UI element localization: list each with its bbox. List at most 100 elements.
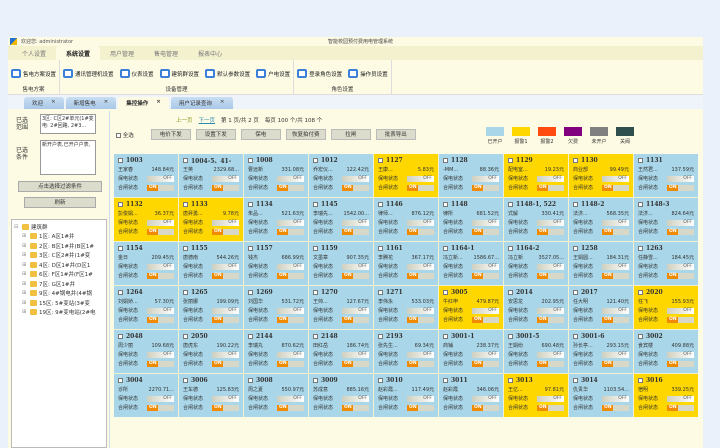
meter-cell[interactable]: 1148 律所 681.52元 保电状态 OFF 合闸状态 ON bbox=[439, 198, 503, 241]
meter-checkbox[interactable] bbox=[118, 202, 123, 207]
power-keep-toggle[interactable]: OFF bbox=[342, 175, 369, 182]
meter-cell[interactable]: 1148-2 法济... 568.35元 保电状态 OFF 合闸状态 ON bbox=[569, 198, 633, 241]
switch-toggle[interactable]: ON bbox=[602, 404, 629, 411]
switch-toggle[interactable]: ON bbox=[407, 404, 434, 411]
power-keep-toggle[interactable]: OFF bbox=[342, 263, 369, 270]
switch-toggle[interactable]: ON bbox=[602, 316, 629, 323]
power-keep-toggle[interactable]: OFF bbox=[667, 307, 694, 314]
expand-icon[interactable]: ⊞ bbox=[22, 271, 27, 278]
meter-cell[interactable]: 1157 钱杰 686.99元 保电状态 OFF 合闸状态 ON bbox=[244, 242, 308, 285]
ribbon-button[interactable]: 操作员设置 bbox=[348, 69, 388, 78]
power-keep-toggle[interactable]: OFF bbox=[277, 175, 304, 182]
tree-node[interactable]: ⊞ 6区: F区1#井(F区1# bbox=[14, 270, 104, 280]
power-keep-toggle[interactable]: OFF bbox=[537, 219, 564, 226]
meter-checkbox[interactable] bbox=[313, 378, 318, 383]
meter-checkbox[interactable] bbox=[638, 290, 643, 295]
power-keep-toggle[interactable]: OFF bbox=[407, 219, 434, 226]
power-keep-toggle[interactable]: OFF bbox=[147, 175, 174, 182]
meter-cell[interactable]: 1148-3 法济... 824.64元 保电状态 OFF 合闸状态 ON bbox=[634, 198, 698, 241]
switch-toggle[interactable]: ON bbox=[472, 184, 499, 191]
meter-checkbox[interactable] bbox=[573, 290, 578, 295]
power-keep-toggle[interactable]: OFF bbox=[537, 175, 564, 182]
switch-toggle[interactable]: ON bbox=[147, 316, 174, 323]
meter-checkbox[interactable] bbox=[378, 334, 383, 339]
switch-toggle[interactable]: ON bbox=[667, 228, 694, 235]
meter-cell[interactable]: 1164-2 冯立新 3527.05... 保电状态 OFF 合闸状态 ON bbox=[504, 242, 568, 285]
toolbar-button[interactable]: 恢复拍付费 bbox=[285, 129, 326, 140]
meter-checkbox[interactable] bbox=[313, 334, 318, 339]
tree-node[interactable]: ⊞ 19区: 9#变电站(2#电 bbox=[14, 308, 104, 318]
meter-checkbox[interactable] bbox=[183, 246, 188, 251]
meter-checkbox[interactable] bbox=[378, 290, 383, 295]
meter-cell[interactable]: 1146 律师... 876.12元 保电状态 OFF 合闸状态 ON bbox=[374, 198, 438, 241]
switch-toggle[interactable]: ON bbox=[537, 228, 564, 235]
meter-cell[interactable]: 1161 李腾花 367.17元 保电状态 OFF 合闸状态 ON bbox=[374, 242, 438, 285]
range-textarea[interactable]: 3区: C区2#单元(1#变电: 2#回路, 2#3... bbox=[40, 114, 96, 134]
power-keep-toggle[interactable]: OFF bbox=[147, 395, 174, 402]
switch-toggle[interactable]: ON bbox=[342, 316, 369, 323]
meter-cell[interactable]: 1155 唐德南 544.26元 保电状态 OFF 合闸状态 ON bbox=[179, 242, 243, 285]
meter-checkbox[interactable] bbox=[378, 378, 383, 383]
meter-cell[interactable]: 1129 配电室... 19.23元 保电状态 OFF 合闸状态 ON bbox=[504, 154, 568, 197]
switch-toggle[interactable]: ON bbox=[472, 272, 499, 279]
meter-checkbox[interactable] bbox=[638, 158, 643, 163]
ribbon-button[interactable]: 默认参数设置 bbox=[205, 69, 250, 78]
power-keep-toggle[interactable]: OFF bbox=[667, 395, 694, 402]
tree-node[interactable]: ⊞ 2区: B区1#井(B区1# bbox=[14, 241, 104, 251]
meter-cell[interactable]: 1159 文墨章 907.35元 保电状态 OFF 合闸状态 ON bbox=[309, 242, 373, 285]
power-keep-toggle[interactable]: OFF bbox=[212, 307, 239, 314]
power-keep-toggle[interactable]: OFF bbox=[342, 351, 369, 358]
power-keep-toggle[interactable]: OFF bbox=[407, 351, 434, 358]
meter-checkbox[interactable] bbox=[443, 290, 448, 295]
meter-checkbox[interactable] bbox=[183, 334, 188, 339]
switch-toggle[interactable]: ON bbox=[342, 184, 369, 191]
meter-cell[interactable]: 1154 金日 209.45元 保电状态 OFF 合闸状态 ON bbox=[114, 242, 178, 285]
meter-cell[interactable]: 3004 诊所 2270.71... 保电状态 OFF 合闸状态 ON bbox=[114, 374, 178, 417]
meter-checkbox[interactable] bbox=[573, 378, 578, 383]
power-keep-toggle[interactable]: OFF bbox=[277, 263, 304, 270]
switch-toggle[interactable]: ON bbox=[407, 228, 434, 235]
switch-toggle[interactable]: ON bbox=[667, 404, 694, 411]
power-keep-toggle[interactable]: OFF bbox=[147, 351, 174, 358]
meter-checkbox[interactable] bbox=[313, 202, 318, 207]
meter-cell[interactable]: 3002 食宾楼 409.88元 保电状态 OFF 合闸状态 ON bbox=[634, 330, 698, 373]
switch-toggle[interactable]: ON bbox=[407, 184, 434, 191]
switch-toggle[interactable]: ON bbox=[212, 272, 239, 279]
switch-toggle[interactable]: ON bbox=[407, 272, 434, 279]
meter-checkbox[interactable] bbox=[443, 158, 448, 163]
switch-toggle[interactable]: ON bbox=[407, 316, 434, 323]
meter-cell[interactable]: 1131 王然君... 137.59元 保电状态 OFF 合闸状态 ON bbox=[634, 154, 698, 197]
power-keep-toggle[interactable]: OFF bbox=[602, 351, 629, 358]
condition-textarea[interactable]: 新开户表,已开户户表, bbox=[40, 140, 96, 175]
meter-cell[interactable]: 1145 李瑞先... 1542.00... 保电状态 OFF 合闸状态 ON bbox=[309, 198, 373, 241]
meter-cell[interactable]: 3008 周之夏 550.97元 保电状态 OFF 合闸状态 ON bbox=[244, 374, 308, 417]
meter-checkbox[interactable] bbox=[508, 158, 513, 163]
meter-cell[interactable]: 1164-1 冯立新... 1586.67... 保电状态 OFF 合闸状态 ON bbox=[439, 242, 503, 285]
meter-cell[interactable]: 1265 张丽娜 199.09元 保电状态 OFF 合闸状态 ON bbox=[179, 286, 243, 329]
switch-toggle[interactable]: ON bbox=[667, 316, 694, 323]
switch-toggle[interactable]: ON bbox=[667, 184, 694, 191]
power-keep-toggle[interactable]: OFF bbox=[667, 175, 694, 182]
tree-node[interactable]: ⊞ 7区: G区1#井 bbox=[14, 279, 104, 289]
power-keep-toggle[interactable]: OFF bbox=[147, 307, 174, 314]
power-keep-toggle[interactable]: OFF bbox=[277, 395, 304, 402]
meter-checkbox[interactable] bbox=[313, 290, 318, 295]
meter-cell[interactable]: 1271 李伟永 533.03元 保电状态 OFF 合闸状态 ON bbox=[374, 286, 438, 329]
power-keep-toggle[interactable]: OFF bbox=[472, 219, 499, 226]
meter-checkbox[interactable] bbox=[248, 378, 253, 383]
meter-checkbox[interactable] bbox=[573, 246, 578, 251]
meter-cell[interactable]: 1130 商业部 99.49元 保电状态 OFF 合闸状态 ON bbox=[569, 154, 633, 197]
toolbar-button[interactable]: 保电 bbox=[240, 129, 281, 140]
meter-checkbox[interactable] bbox=[183, 158, 188, 163]
meter-cell[interactable]: 2050 唐虎东 190.22元 保电状态 OFF 合闸状态 ON bbox=[179, 330, 243, 373]
meter-checkbox[interactable] bbox=[118, 290, 123, 295]
power-keep-toggle[interactable]: OFF bbox=[472, 307, 499, 314]
meter-checkbox[interactable] bbox=[248, 290, 253, 295]
menu-tab[interactable]: 个人设置 bbox=[22, 51, 47, 58]
power-keep-toggle[interactable]: OFF bbox=[212, 395, 239, 402]
meter-cell[interactable]: 1127 王康... 5.83元 保电状态 OFF 合闸状态 ON bbox=[374, 154, 438, 197]
meter-checkbox[interactable] bbox=[248, 158, 253, 163]
power-keep-toggle[interactable]: OFF bbox=[277, 219, 304, 226]
meter-checkbox[interactable] bbox=[378, 158, 383, 163]
meter-cell[interactable]: 1133 唐昇勇... 9.78元 保电状态 OFF 合闸状态 ON bbox=[179, 198, 243, 241]
